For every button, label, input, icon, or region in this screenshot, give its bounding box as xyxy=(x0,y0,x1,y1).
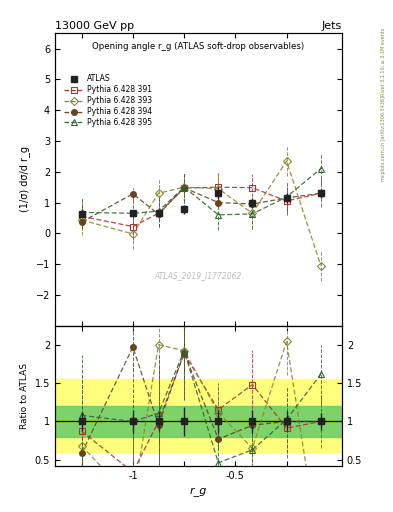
Legend: ATLAS, Pythia 6.428 391, Pythia 6.428 393, Pythia 6.428 394, Pythia 6.428 395: ATLAS, Pythia 6.428 391, Pythia 6.428 39… xyxy=(62,72,154,130)
Text: 13000 GeV pp: 13000 GeV pp xyxy=(55,21,134,31)
Text: Opening angle r_g (ATLAS soft-drop observables): Opening angle r_g (ATLAS soft-drop obser… xyxy=(92,42,305,51)
Y-axis label: (1/σ) dσ/d r_g: (1/σ) dσ/d r_g xyxy=(19,146,30,212)
Text: Jets: Jets xyxy=(321,21,342,31)
X-axis label: r_g: r_g xyxy=(190,486,207,496)
Text: Rivet 3.1.10, ≥ 3.1M events: Rivet 3.1.10, ≥ 3.1M events xyxy=(381,27,386,96)
Text: mcplots.cern.ch [arXiv:1306.3436]: mcplots.cern.ch [arXiv:1306.3436] xyxy=(381,96,386,181)
Y-axis label: Ratio to ATLAS: Ratio to ATLAS xyxy=(20,363,29,429)
Bar xyxy=(55,379,342,452)
Bar xyxy=(55,406,342,437)
Text: ATLAS_2019_I1772062: ATLAS_2019_I1772062 xyxy=(155,271,242,281)
